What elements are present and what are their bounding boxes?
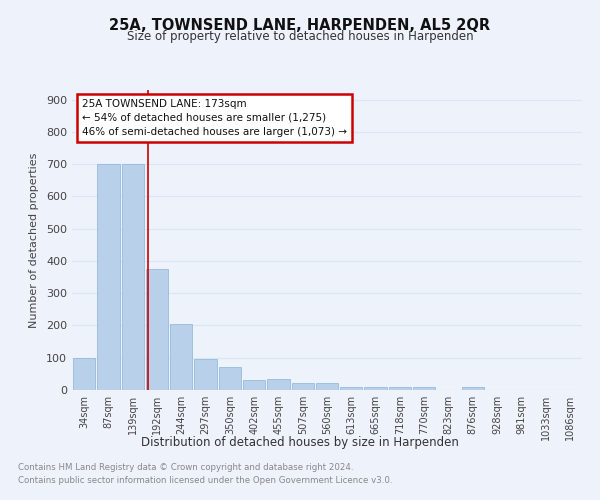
Bar	[316, 383, 338, 390]
Bar	[146, 269, 168, 390]
Y-axis label: Number of detached properties: Number of detached properties	[29, 152, 39, 328]
Bar	[170, 324, 193, 390]
Text: Distribution of detached houses by size in Harpenden: Distribution of detached houses by size …	[141, 436, 459, 449]
Bar	[73, 358, 95, 390]
Bar	[243, 380, 265, 390]
Text: 25A TOWNSEND LANE: 173sqm
← 54% of detached houses are smaller (1,275)
46% of se: 25A TOWNSEND LANE: 173sqm ← 54% of detac…	[82, 99, 347, 137]
Text: 25A, TOWNSEND LANE, HARPENDEN, AL5 2QR: 25A, TOWNSEND LANE, HARPENDEN, AL5 2QR	[109, 18, 491, 32]
Bar	[218, 367, 241, 390]
Text: Contains HM Land Registry data © Crown copyright and database right 2024.: Contains HM Land Registry data © Crown c…	[18, 464, 353, 472]
Bar	[340, 387, 362, 390]
Bar	[122, 164, 144, 390]
Bar	[461, 388, 484, 390]
Bar	[97, 164, 119, 390]
Bar	[364, 387, 387, 390]
Text: Size of property relative to detached houses in Harpenden: Size of property relative to detached ho…	[127, 30, 473, 43]
Bar	[389, 387, 411, 390]
Bar	[292, 383, 314, 390]
Bar	[194, 358, 217, 390]
Bar	[413, 388, 436, 390]
Text: Contains public sector information licensed under the Open Government Licence v3: Contains public sector information licen…	[18, 476, 392, 485]
Bar	[267, 378, 290, 390]
